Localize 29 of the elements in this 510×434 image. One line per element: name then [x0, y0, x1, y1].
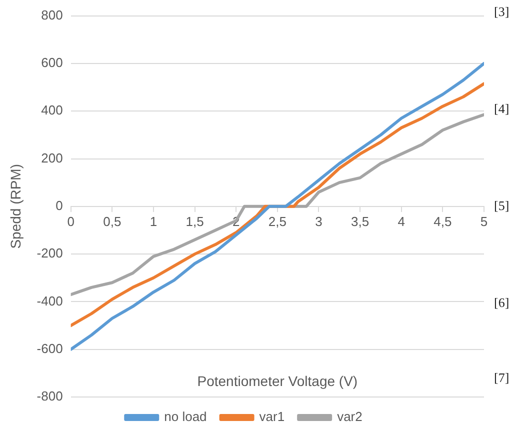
x-tick-label: 4,5 — [434, 214, 452, 229]
x-tick-label: 2,5 — [268, 214, 286, 229]
text: [5] — [494, 198, 510, 214]
x-tick-label: 5 — [480, 214, 488, 229]
y-tick-label: -600 — [36, 340, 63, 356]
y-tick-label: 600 — [41, 55, 63, 70]
y-tick-label: 200 — [41, 150, 63, 166]
y-tick-label: -200 — [36, 246, 63, 261]
x-axis-title: Potentiometer Voltage (V) — [197, 372, 358, 389]
text: [6] — [494, 295, 510, 311]
legend-label: var2 — [337, 409, 362, 424]
x-tick-label: 0 — [67, 214, 74, 229]
y-tick-label: -800 — [36, 388, 63, 404]
text: [3] — [494, 4, 510, 20]
x-tick-label: 1,5 — [186, 214, 204, 229]
legend-label: var1 — [259, 409, 285, 424]
text: [7] — [494, 370, 510, 386]
x-tick-label: 1 — [150, 214, 158, 229]
y-axis-title: Spedd (RPM) — [7, 164, 24, 249]
x-tick-label: 3 — [315, 214, 322, 229]
x-tick-label: 4 — [398, 214, 405, 229]
x-tick-label: 0,5 — [103, 214, 122, 229]
legend-label: no load — [164, 409, 207, 424]
text: [4] — [494, 101, 510, 117]
y-tick-label: 0 — [56, 198, 63, 213]
y-tick-label: 800 — [41, 7, 63, 22]
x-tick-label: 3,5 — [351, 214, 370, 229]
y-tick-label: 400 — [41, 102, 63, 118]
y-tick-label: -400 — [36, 293, 63, 308]
